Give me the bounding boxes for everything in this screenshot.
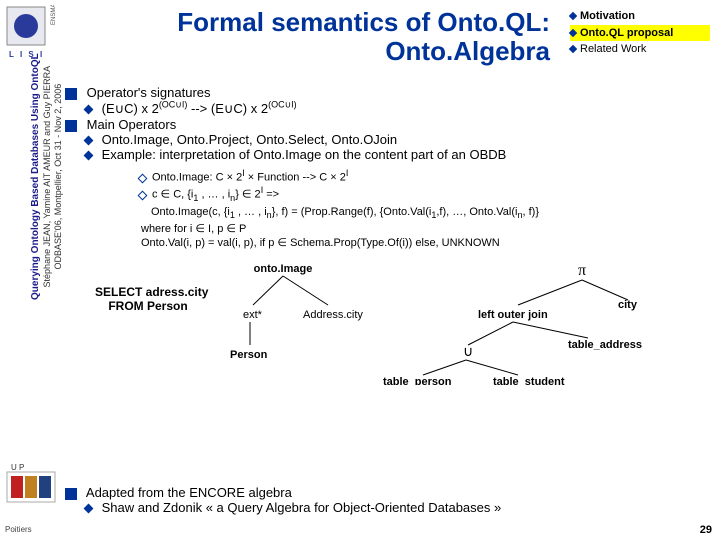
nav-label: Related Work — [580, 41, 646, 58]
square-icon — [65, 120, 77, 132]
node-ext: ext* — [243, 309, 263, 321]
subbullet-text: Example: interpretation of Onto.Image on… — [102, 147, 507, 162]
diamond-icon — [569, 29, 577, 37]
node-person: Person — [230, 349, 268, 361]
nav-label: Motivation — [580, 8, 635, 25]
poitiers-label: Poitiers — [5, 525, 32, 534]
node-cup: ∪ — [463, 345, 473, 360]
node-taddress: table_address — [568, 339, 642, 351]
bullet-text: Main Operators — [87, 117, 177, 132]
diamond-icon — [84, 151, 94, 161]
svg-text:ENSMA: ENSMA — [51, 5, 57, 25]
diamond-icon — [569, 45, 577, 53]
hollow-diamond-icon — [138, 173, 148, 183]
svg-text:U P: U P — [11, 463, 24, 472]
sql-select: SELECT adress.city — [95, 285, 208, 299]
subbullet-ops-list: Onto.Image, Onto.Project, Onto.Select, O… — [71, 132, 705, 147]
diamond-icon — [569, 12, 577, 20]
bullet-text: Operator's signatures — [87, 85, 211, 100]
box-line2: c ∈ C, {i1 , … , in} ∈ 2I => — [111, 185, 699, 205]
logo-ensma: ENSMA L I S I — [5, 5, 60, 60]
bullet-adapted: Adapted from the ENCORE algebra — [65, 485, 705, 500]
slide-title: Formal semantics of Onto.QL: Onto.Algebr… — [80, 8, 570, 65]
sidebar-title: Querying Ontology Based Databases Using … — [30, 53, 42, 300]
sql-from: FROM Person — [95, 299, 188, 313]
slide-header: Formal semantics of Onto.QL: Onto.Algebr… — [80, 8, 710, 65]
slide-body: Operator's signatures (E∪C) x 2(OC∪I) --… — [65, 85, 705, 385]
node-pi: π — [578, 262, 586, 279]
node-loj: left outer join — [478, 309, 548, 321]
node-addresscity: Address.city — [303, 309, 363, 321]
page-number: 29 — [700, 524, 712, 536]
bullet-signatures: Operator's signatures — [65, 85, 705, 100]
subbullet-shaw: Shaw and Zdonik « a Query Algebra for Ob… — [71, 500, 705, 515]
algebra-tree: onto.Image ext* Address.city Person π le… — [218, 260, 658, 385]
sidebar-authors: Stéphane JEAN, Yamine AIT AMEUR and Guy … — [42, 53, 53, 300]
node-ontoimage: onto.Image — [254, 263, 313, 275]
box-line1: Onto.Image: C × 2I × Function --> C × 2I — [111, 168, 699, 185]
sidebar-citation: Querying Ontology Based Databases Using … — [30, 53, 64, 300]
square-icon — [65, 488, 77, 500]
nav-motivation: Motivation — [570, 8, 710, 25]
diamond-icon — [84, 504, 94, 514]
node-tstudent: table_student — [493, 376, 565, 385]
nav-label: Onto.QL proposal — [580, 25, 673, 42]
diamond-icon — [84, 105, 94, 115]
node-city: city — [618, 299, 638, 311]
box-line3: Onto.Image(c, {i1 , … , in}, f) = (Prop.… — [111, 205, 699, 222]
logo-up: U P — [5, 460, 60, 515]
subbullet-sig-formula: (E∪C) x 2(OC∪I) --> (E∪C) x 2(OC∪I) — [71, 100, 705, 117]
query-and-tree: SELECT adress.city FROM Person onto.Imag… — [95, 260, 705, 385]
title-line1: Formal semantics of Onto.QL: — [177, 7, 550, 37]
nav-outline: Motivation Onto.QL proposal Related Work — [570, 8, 710, 58]
title-line2: Onto.Algebra — [385, 36, 550, 66]
box-line4: where for i ∈ I, p ∈ P — [111, 222, 699, 236]
sql-query: SELECT adress.city FROM Person — [95, 260, 208, 313]
sidebar-venue: ODBASE'06, Montpellier, Oct 31 - Nov 2, … — [53, 53, 64, 300]
formula-text: (E∪C) x 2(OC∪I) --> (E∪C) x 2(OC∪I) — [102, 101, 297, 116]
subbullet-example: Example: interpretation of Onto.Image on… — [71, 147, 705, 162]
square-icon — [65, 88, 77, 100]
nav-related: Related Work — [570, 41, 710, 58]
bullet-text: Adapted from the ENCORE algebra — [86, 485, 292, 500]
subbullet-text: Onto.Image, Onto.Project, Onto.Select, O… — [102, 132, 398, 147]
definition-box: Onto.Image: C × 2I × Function --> C × 2I… — [105, 166, 705, 252]
bullet-operators: Main Operators — [65, 117, 705, 132]
footer-bullets: Adapted from the ENCORE algebra Shaw and… — [65, 485, 705, 515]
nav-ontoql: Onto.QL proposal — [570, 25, 710, 42]
box-line5: Onto.Val(i, p) = val(i, p), if p ∈ Schem… — [111, 236, 699, 250]
hollow-diamond-icon — [138, 190, 148, 200]
subbullet-text: Shaw and Zdonik « a Query Algebra for Ob… — [102, 500, 502, 515]
node-tperson: table_person — [383, 376, 452, 385]
diamond-icon — [84, 136, 94, 146]
